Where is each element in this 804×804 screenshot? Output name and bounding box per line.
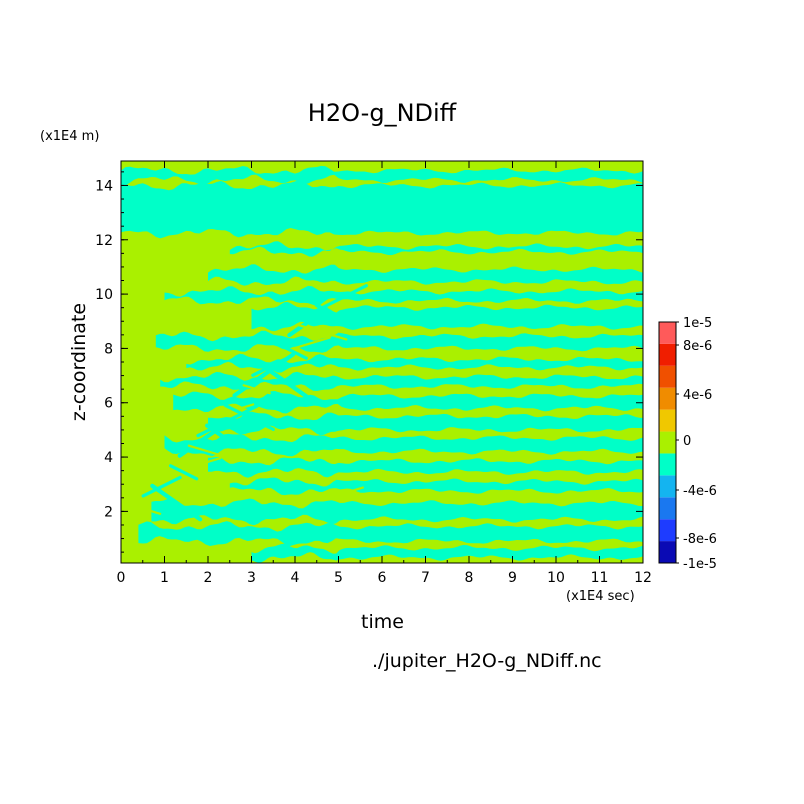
contour-band	[138, 521, 643, 547]
y-axis-unit: (x1E4 m)	[40, 129, 100, 144]
y-tick-label: 2	[104, 504, 113, 520]
colorbar-label: 8e-6	[683, 339, 712, 354]
contour-streak	[287, 307, 329, 338]
contour-band	[229, 241, 643, 257]
y-tick-label: 4	[104, 450, 113, 466]
colorbar-bin	[659, 343, 676, 366]
contour-streak	[269, 336, 331, 357]
contour-band	[121, 165, 643, 186]
contour-streak	[160, 457, 222, 477]
contour-band	[208, 264, 643, 286]
colorbar-bin	[659, 409, 676, 432]
colorbar-bin	[659, 453, 676, 476]
x-tick-label: 11	[591, 570, 609, 586]
contour-streak	[324, 486, 364, 500]
contour-streak	[196, 404, 259, 438]
contour-band	[186, 353, 643, 373]
colorbar-bin	[659, 519, 676, 542]
contour-band	[208, 411, 643, 436]
contour-band	[173, 391, 643, 414]
contour-streak	[150, 483, 203, 522]
colorbar-frame	[658, 321, 677, 564]
y-tick-label: 8	[104, 341, 113, 357]
colorbar-bin	[659, 322, 676, 344]
colorbar-label: -1e-5	[683, 557, 717, 572]
colorbar-label: -8e-6	[683, 532, 717, 547]
x-tick-label: 4	[291, 570, 300, 586]
colorbar-bin	[659, 387, 676, 410]
colorbar-bin	[659, 541, 676, 563]
x-tick-label: 2	[204, 570, 213, 586]
x-axis-unit: (x1E4 sec)	[566, 589, 635, 604]
colorbar-bin	[659, 431, 676, 454]
colorbar-label: 1e-5	[683, 316, 712, 331]
contour-streak	[278, 343, 308, 360]
contour-streak	[177, 427, 219, 458]
contour-band	[164, 433, 643, 457]
contour-streak	[251, 355, 292, 377]
colorbar-label: 4e-6	[683, 388, 712, 403]
colorbar-bin	[659, 365, 676, 388]
x-tick-label: 9	[508, 570, 517, 586]
contour-band	[208, 457, 643, 478]
contour-bands	[121, 165, 643, 563]
contour-band	[155, 330, 643, 353]
contour-streak	[297, 323, 348, 341]
x-tick-label: 10	[547, 570, 565, 586]
colorbar-bin	[659, 475, 676, 498]
x-tick-label: 8	[465, 570, 474, 586]
colorbar-label: 0	[683, 434, 691, 449]
contour-streak	[306, 284, 368, 317]
contour-streak	[242, 384, 271, 395]
chart-title: H2O-g_NDiff	[307, 99, 457, 127]
contour-band	[229, 477, 643, 496]
contour-band	[151, 498, 643, 526]
contour-streak	[141, 475, 182, 498]
y-axis-label: z-coordinate	[68, 302, 90, 422]
contour-band	[121, 180, 643, 239]
contour-streak	[187, 444, 238, 462]
x-tick-label: 5	[334, 570, 343, 586]
contour-streak	[314, 302, 345, 326]
y-tick-label: 14	[95, 178, 113, 194]
colorbar-label: -4e-6	[683, 484, 717, 499]
contour-streak	[132, 504, 162, 515]
contour-band	[160, 371, 643, 391]
contour-streak	[223, 403, 275, 431]
contour-band	[251, 543, 643, 563]
contour-band	[251, 301, 643, 332]
x-tick-label: 1	[160, 570, 169, 586]
x-tick-label: 3	[247, 570, 256, 586]
x-tick-label: 12	[634, 570, 652, 586]
y-tick-label: 10	[95, 287, 113, 303]
colorbar-bin	[659, 497, 676, 520]
x-tick-label: 7	[421, 570, 430, 586]
contour-streak	[205, 423, 236, 446]
contour-streak	[168, 464, 199, 481]
x-tick-label: 0	[117, 570, 126, 586]
y-tick-label: 12	[95, 233, 113, 249]
y-tick-label: 6	[104, 396, 113, 412]
contour-band	[164, 285, 643, 306]
contour-streak	[259, 363, 312, 401]
x-tick-label: 6	[378, 570, 387, 586]
source-file-label: ./jupiter_H2O-g_NDiff.nc	[372, 650, 602, 672]
x-axis-label: time	[361, 611, 404, 633]
